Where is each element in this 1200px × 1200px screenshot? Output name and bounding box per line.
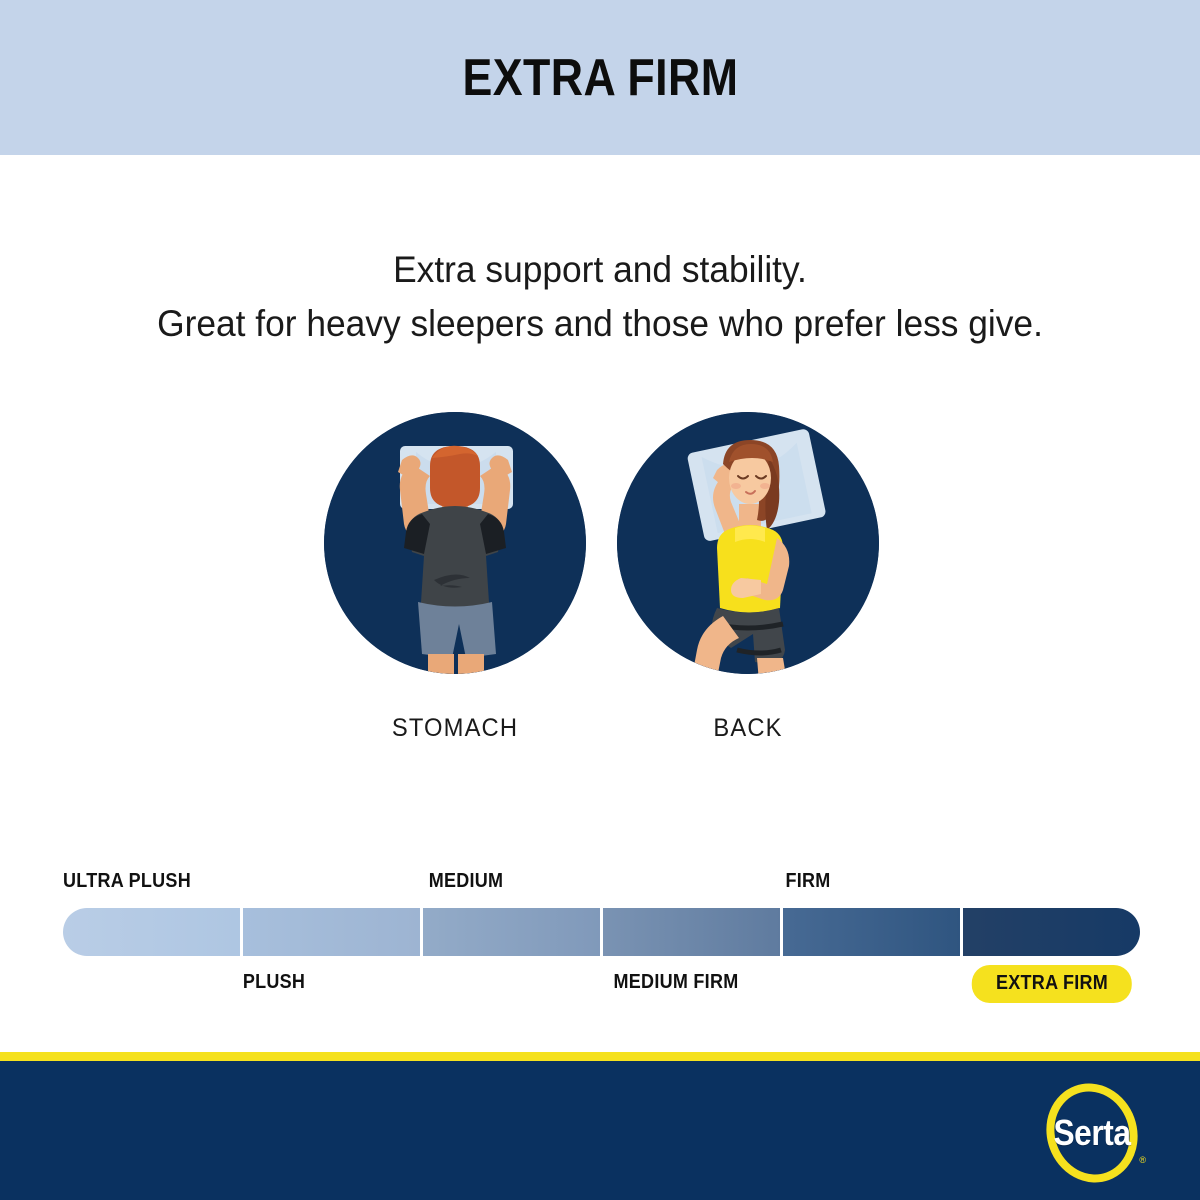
firmness-segment-extra-firm[interactable] [963, 908, 1140, 956]
page-title: EXTRA FIRM [462, 48, 738, 107]
firmness-segment-ultra-plush[interactable] [63, 908, 243, 956]
position-stomach: STOMACH [324, 412, 586, 743]
firmness-scale: ULTRA PLUSH MEDIUM FIRM PLUSH MEDIUM FIR… [0, 860, 1200, 1010]
firmness-segment-firm[interactable] [783, 908, 963, 956]
footer-accent-stripe [0, 1052, 1200, 1061]
firmness-label-ultra-plush: ULTRA PLUSH [63, 870, 191, 892]
back-sleeper-icon [617, 412, 879, 674]
firmness-labels-top: ULTRA PLUSH MEDIUM FIRM [63, 870, 1140, 900]
firmness-labels-bottom: PLUSH MEDIUM FIRM EXTRA FIRM [63, 965, 1140, 1003]
stomach-sleeper-circle [324, 412, 586, 674]
firmness-label-firm: FIRM [785, 870, 831, 892]
subtitle-line-1: Extra support and stability. [393, 249, 807, 290]
back-sleeper-circle [617, 412, 879, 674]
stomach-sleeper-icon [324, 412, 586, 674]
sleep-positions: STOMACH [0, 412, 1200, 742]
footer-bar: Serta ® [0, 1061, 1200, 1200]
firmness-segment-plush[interactable] [243, 908, 423, 956]
firmness-segment-medium[interactable] [423, 908, 603, 956]
subtitle-line-2: Great for heavy sleepers and those who p… [157, 303, 1043, 345]
position-back: BACK [617, 412, 879, 743]
registered-trademark-icon: ® [1139, 1155, 1146, 1165]
firmness-label-medium: MEDIUM [428, 870, 504, 892]
firmness-label-medium-firm: MEDIUM FIRM [613, 971, 739, 993]
serta-logo[interactable]: Serta ® [1032, 1083, 1152, 1183]
serta-wordmark: Serta [1053, 1112, 1131, 1153]
header-banner: EXTRA FIRM [0, 0, 1200, 155]
firmness-label-plush: PLUSH [242, 971, 306, 993]
firmness-bar[interactable] [63, 908, 1140, 956]
firmness-selected-label: EXTRA FIRM [995, 972, 1108, 994]
position-label-back: BACK [713, 714, 783, 742]
subtitle-block: Extra support and stability. Great for h… [27, 243, 1173, 352]
firmness-selected-badge[interactable]: EXTRA FIRM [971, 965, 1132, 1003]
firmness-segment-medium-firm[interactable] [603, 908, 783, 956]
serta-ellipse-icon [1046, 1083, 1138, 1183]
position-label-stomach: STOMACH [391, 714, 519, 742]
